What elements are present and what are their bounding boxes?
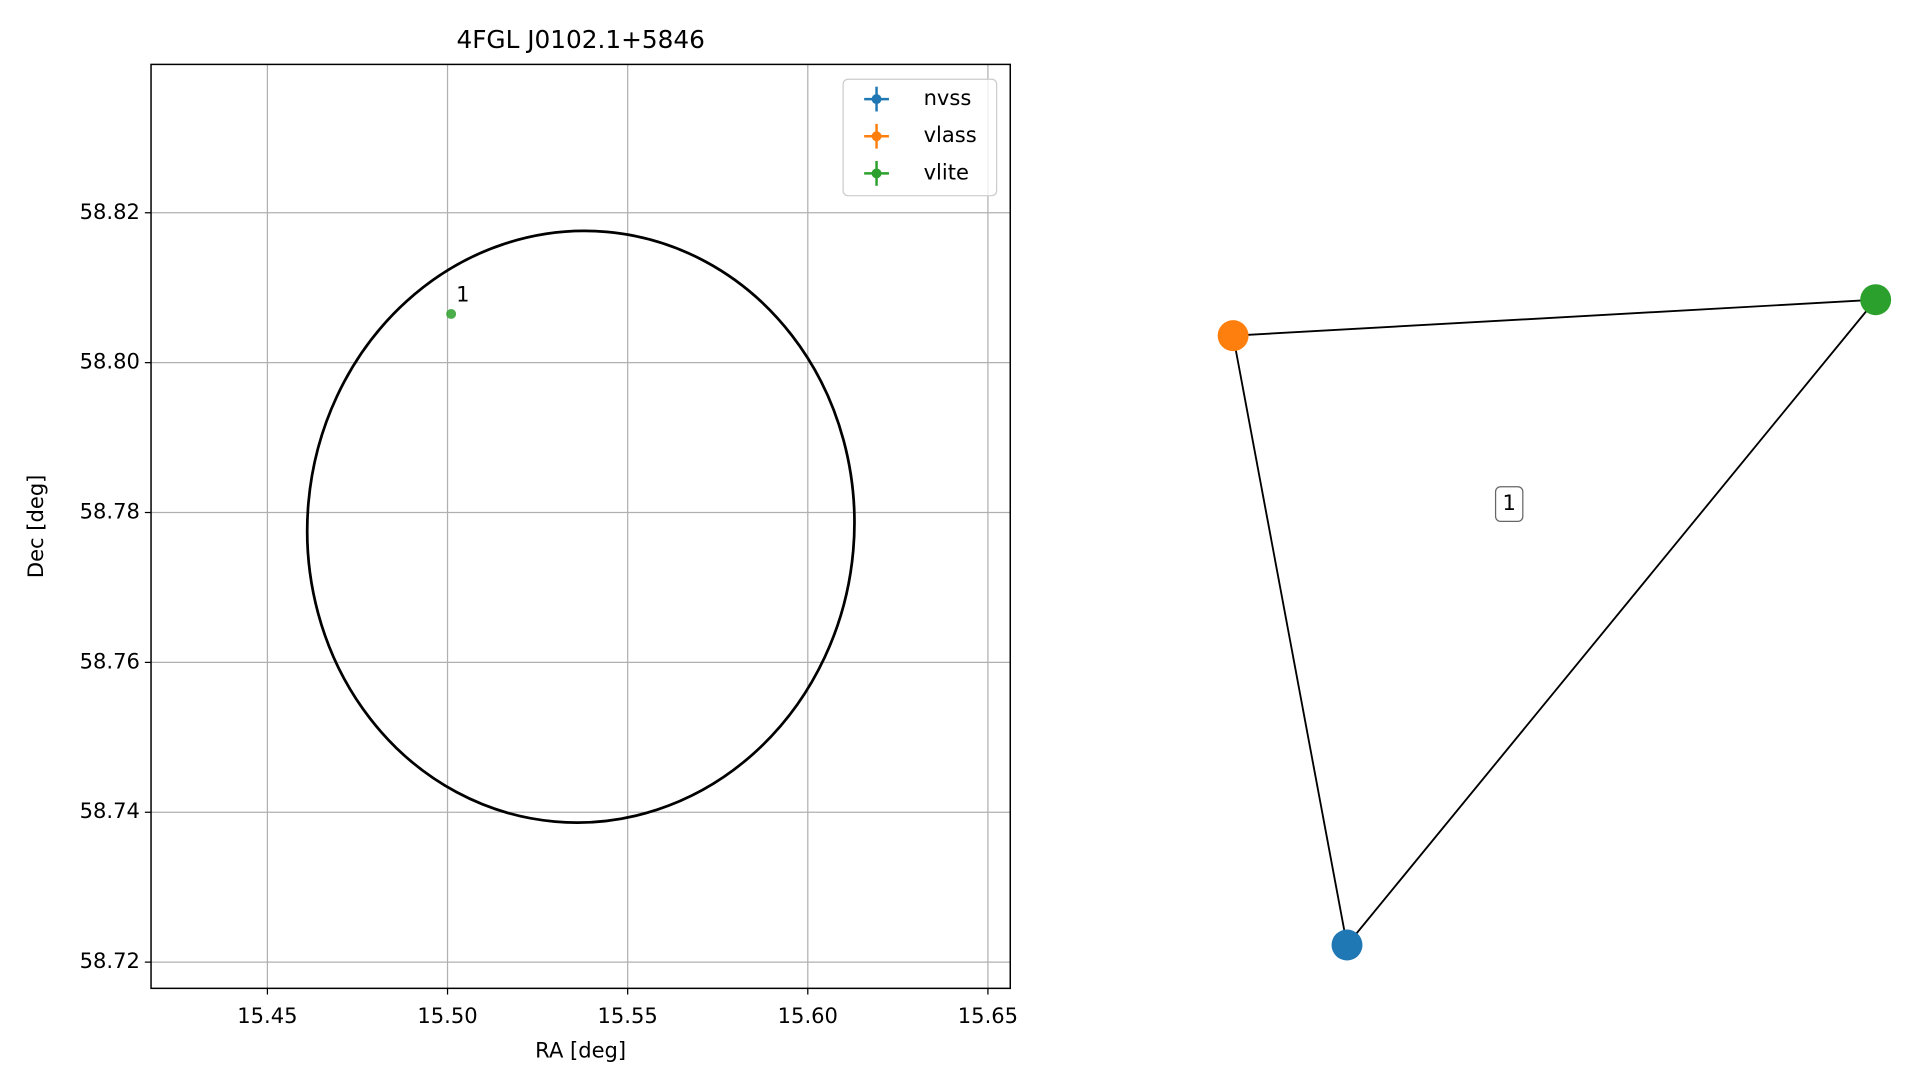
- y-tick-label: 58.80: [80, 349, 140, 374]
- point: [446, 308, 457, 319]
- x-tick-label: 15.65: [958, 1003, 1018, 1028]
- y-tick-label: 58.72: [80, 948, 140, 973]
- point-label: 1: [456, 281, 469, 306]
- x-tick-label: 15.45: [237, 1003, 297, 1028]
- legend-marker: [871, 131, 882, 142]
- x-tick-label: 15.60: [778, 1003, 838, 1028]
- legend-box: [842, 78, 998, 197]
- y-tick-label: 58.78: [80, 499, 140, 524]
- label-box: [1494, 486, 1524, 523]
- legend-label: vlite: [924, 159, 969, 184]
- y-tick-label: 58.82: [80, 199, 140, 224]
- edge: [1233, 298, 1876, 337]
- y-axis-label: Dec [deg]: [23, 475, 48, 579]
- node: [1217, 320, 1249, 352]
- error-ellipse: [305, 229, 856, 824]
- legend-label: vlass: [924, 122, 977, 147]
- edge-label: 1: [1502, 490, 1515, 515]
- node: [1860, 284, 1892, 316]
- plot-frame: [150, 63, 1012, 990]
- x-tick-label: 15.55: [598, 1003, 658, 1028]
- legend-marker: [871, 94, 882, 105]
- legend-marker: [871, 168, 882, 179]
- edge: [1232, 335, 1348, 946]
- edge: [1346, 299, 1877, 946]
- legend: nvss vlass vlite: [842, 78, 998, 197]
- node: [1331, 929, 1363, 961]
- x-tick-label: 15.50: [417, 1003, 477, 1028]
- y-tick-label: 58.74: [80, 798, 140, 823]
- legend-label: nvss: [924, 85, 972, 110]
- chart-title: 4FGL J0102.1+5846: [456, 25, 704, 54]
- y-tick-label: 58.76: [80, 648, 140, 673]
- x-axis-label: RA [deg]: [535, 1038, 626, 1063]
